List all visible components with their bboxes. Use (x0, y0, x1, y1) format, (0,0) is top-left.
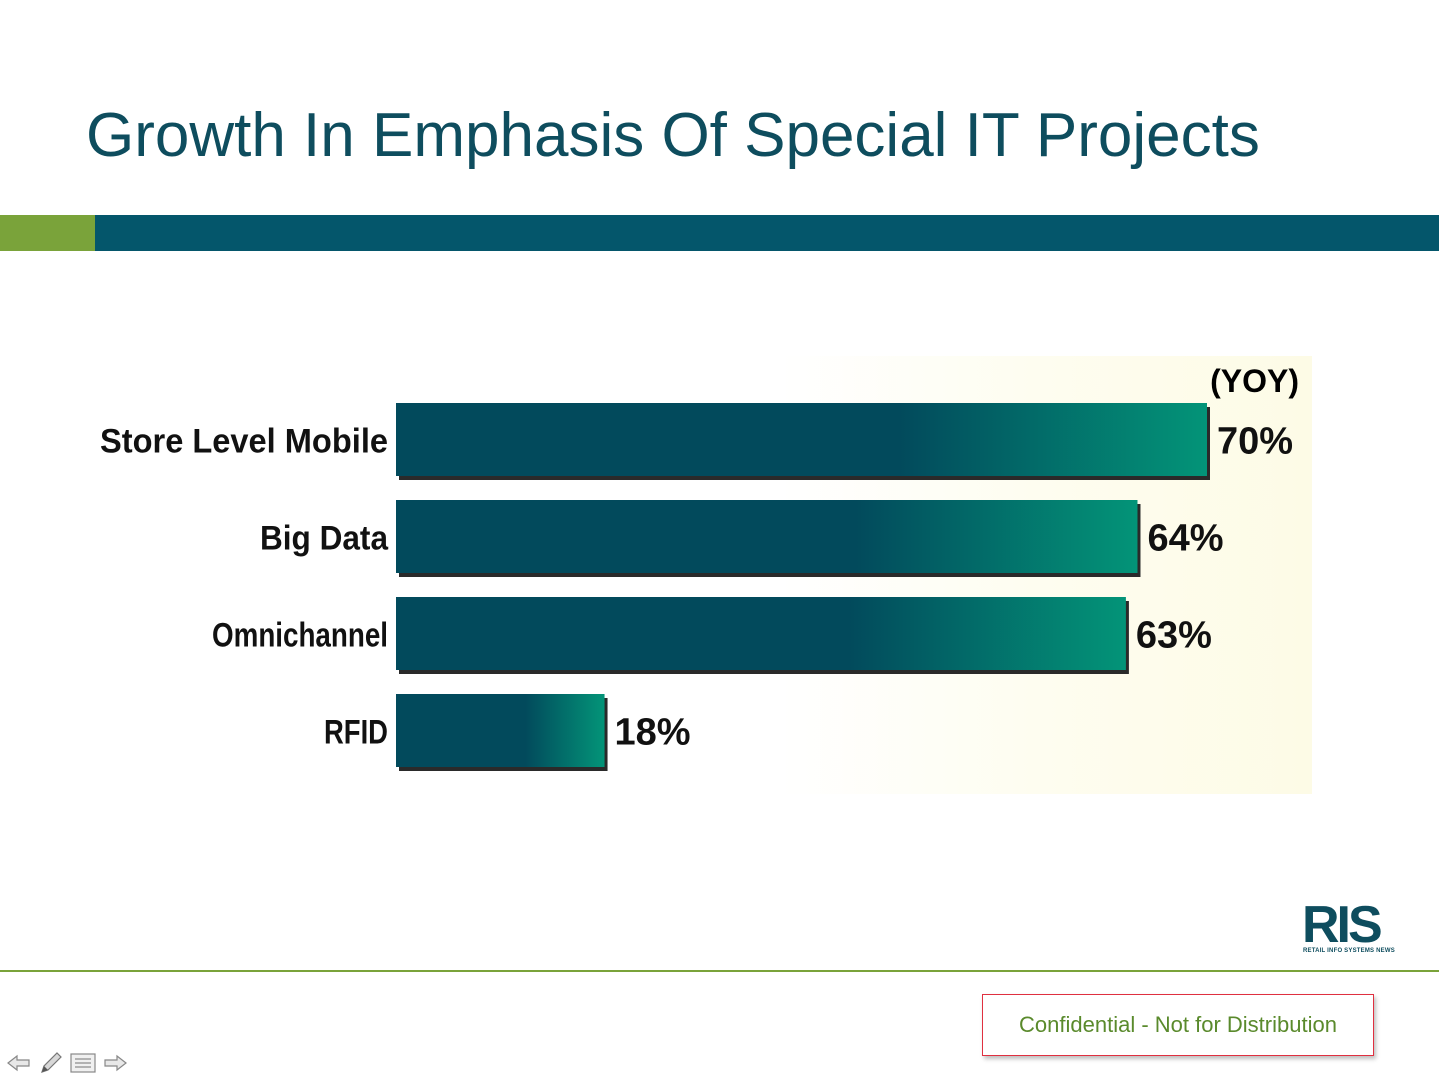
prev-slide-button[interactable] (4, 1050, 34, 1076)
bar-rfid (396, 694, 605, 767)
menu-icon (70, 1053, 96, 1073)
logo-subtext: RETAIL INFO SYSTEMS NEWS (1303, 948, 1395, 954)
category-label: RFID (324, 714, 388, 752)
value-label: 18% (615, 712, 691, 754)
footer-divider (0, 970, 1439, 972)
confidential-notice: Confidential - Not for Distribution (982, 994, 1374, 1056)
bar-big-data (396, 500, 1138, 573)
value-label: 64% (1147, 518, 1223, 560)
pen-icon (41, 1052, 62, 1073)
slide-nav (4, 1050, 130, 1076)
arrow-left-icon (7, 1054, 30, 1072)
bar-store-level-mobile (396, 403, 1207, 476)
ris-logo: RIS RETAIL INFO SYSTEMS NEWS (1302, 896, 1414, 958)
header-band-accent (0, 215, 95, 251)
slide-menu-button[interactable] (68, 1050, 98, 1076)
confidential-text: Confidential - Not for Distribution (1019, 1012, 1337, 1037)
category-label: Omnichannel (212, 617, 388, 655)
logo-mark: RIS (1302, 896, 1383, 954)
header-band (95, 215, 1439, 251)
arrow-right-icon (104, 1054, 127, 1072)
next-slide-button[interactable] (100, 1050, 130, 1076)
chart-annotation: (YOY) (1210, 363, 1299, 399)
value-label: 63% (1136, 615, 1212, 657)
slide-title: Growth In Emphasis Of Special IT Project… (86, 101, 1260, 170)
value-label: 70% (1217, 421, 1293, 463)
bar-omnichannel (396, 597, 1126, 670)
category-label: Store Level Mobile (100, 423, 388, 461)
pen-tool-button[interactable] (36, 1050, 66, 1076)
category-label: Big Data (260, 520, 389, 558)
